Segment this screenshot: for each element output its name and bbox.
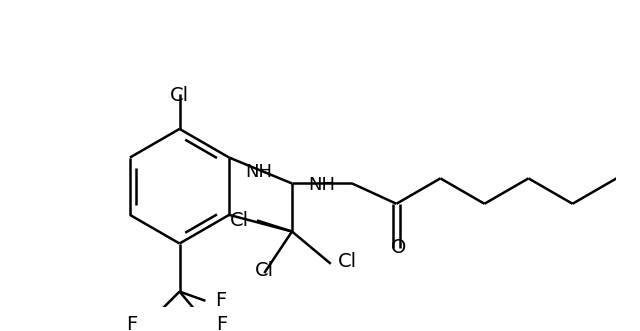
Text: F: F	[126, 315, 137, 331]
Text: Cl: Cl	[338, 252, 357, 271]
Text: F: F	[214, 291, 226, 310]
Text: Cl: Cl	[170, 86, 189, 105]
Text: Cl: Cl	[255, 261, 274, 280]
Text: Cl: Cl	[230, 211, 250, 230]
Text: NH: NH	[245, 164, 272, 181]
Text: O: O	[390, 238, 406, 258]
Text: NH: NH	[308, 176, 335, 194]
Text: F: F	[216, 315, 228, 331]
